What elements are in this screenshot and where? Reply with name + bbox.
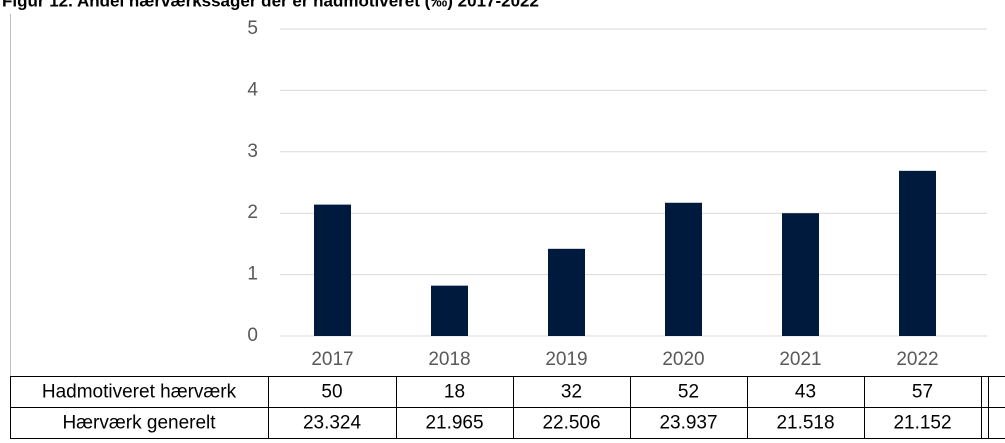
x-tick-label: 2022 bbox=[896, 349, 938, 370]
table-cell: 43 bbox=[795, 382, 816, 403]
y-tick-label: 3 bbox=[247, 141, 258, 162]
bar bbox=[431, 285, 468, 336]
bar bbox=[665, 202, 702, 336]
x-tick-label: 2017 bbox=[311, 349, 353, 370]
table-cell: 32 bbox=[561, 382, 582, 403]
row-header: Hadmotiveret hærværk bbox=[42, 382, 237, 403]
table-cell: 18 bbox=[444, 382, 465, 403]
x-tick-label: 2019 bbox=[545, 349, 587, 370]
bar bbox=[782, 213, 819, 336]
row-header: Hærværk generelt bbox=[62, 413, 216, 434]
y-tick-label: 2 bbox=[247, 202, 258, 223]
y-tick-label: 5 bbox=[247, 18, 258, 39]
table-cell: 21.518 bbox=[776, 413, 834, 434]
x-tick-label: 2018 bbox=[428, 349, 470, 370]
table-cell: 50 bbox=[321, 382, 342, 403]
table-cell: 22.506 bbox=[542, 413, 600, 434]
x-tick-label: 2020 bbox=[662, 349, 704, 370]
y-tick-label: 0 bbox=[247, 325, 258, 346]
chart-title: Figur 12. Andel hærværkssager der er had… bbox=[2, 0, 539, 10]
y-tick-label: 1 bbox=[247, 264, 258, 285]
y-tick-label: 4 bbox=[247, 79, 258, 100]
bar bbox=[314, 204, 351, 336]
table-cell: 52 bbox=[678, 382, 699, 403]
bar bbox=[548, 248, 585, 336]
table-cell: 21.965 bbox=[425, 413, 483, 434]
x-tick-label: 2021 bbox=[779, 349, 821, 370]
table-cell: 23.324 bbox=[303, 413, 362, 434]
bar bbox=[899, 170, 936, 336]
table-cell: 57 bbox=[912, 382, 933, 403]
table-cell: 23.937 bbox=[659, 413, 717, 434]
table-cell: 21.152 bbox=[893, 413, 951, 434]
